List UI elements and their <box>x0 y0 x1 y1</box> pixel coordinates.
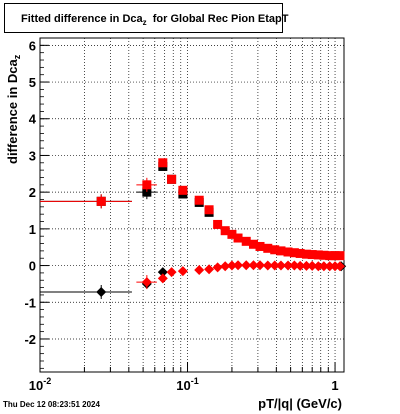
diamond-marker <box>318 261 329 272</box>
timestamp-footer: Thu Dec 12 08:23:51 2024 <box>3 400 100 409</box>
square-marker <box>325 251 335 261</box>
square-marker <box>96 196 106 206</box>
x-tick-label: 1 <box>331 378 338 393</box>
chart-title-subscript: z <box>142 18 147 27</box>
diamond-marker <box>269 260 280 271</box>
square-marker <box>194 195 204 205</box>
y-tick-label: 3 <box>29 148 36 163</box>
y-tick-label: -2 <box>24 332 36 347</box>
x-tick-base: 1 <box>331 378 338 393</box>
square-marker <box>142 187 152 197</box>
diamond-marker <box>157 273 168 284</box>
square-marker <box>255 241 265 251</box>
diamond-marker <box>141 277 152 288</box>
diamond-marker <box>248 260 259 271</box>
y-tick-label: 0 <box>29 259 36 274</box>
y-axis-label-main: difference in Dca <box>5 59 20 164</box>
diamond-marker <box>166 267 177 278</box>
square-marker <box>220 226 230 236</box>
diamond-marker <box>212 262 223 273</box>
diamond-marker <box>157 267 168 278</box>
square-marker <box>233 233 243 243</box>
square-marker <box>330 251 340 261</box>
diamond-marker <box>301 260 312 271</box>
square-marker <box>227 229 237 239</box>
y-axis-label-subscript: z <box>12 54 22 60</box>
diamond-marker <box>289 260 300 271</box>
diamond-marker <box>324 261 335 272</box>
y-axis-ticks: -2 -1 0 1 2 3 4 5 6 <box>24 38 49 369</box>
square-marker <box>178 185 188 195</box>
x-tick-exponent: -1 <box>191 376 199 386</box>
x-axis-label: pT/|q| (GeV/c) <box>258 396 342 411</box>
square-marker <box>241 236 251 246</box>
y-tick-label: 2 <box>29 185 36 200</box>
title-box: Fitted difference in Dcaz for Global Rec… <box>4 3 288 33</box>
diamond-marker <box>334 261 345 272</box>
diamond-marker <box>177 266 188 277</box>
diamond-marker <box>194 264 205 275</box>
y-tick-label: 1 <box>29 222 36 237</box>
square-marker <box>295 248 305 258</box>
diamond-marker <box>307 260 318 271</box>
diamond-marker <box>295 260 306 271</box>
square-marker <box>248 239 258 249</box>
diamond-marker <box>220 261 231 272</box>
plot-frame <box>39 37 345 373</box>
diamond-marker <box>204 264 215 275</box>
x-tick-base: 10 <box>29 378 43 393</box>
x-tick-exponent: -2 <box>43 376 51 386</box>
diamond-marker <box>275 260 286 271</box>
square-marker <box>158 158 168 168</box>
x-tick-base: 10 <box>176 378 190 393</box>
square-marker <box>319 250 329 260</box>
square-marker <box>213 219 223 229</box>
diamond-marker <box>313 261 324 272</box>
chart-title: Fitted difference in Dcaz for Global Rec… <box>21 13 288 27</box>
square-marker <box>335 251 345 261</box>
x-tick-label: 10-1 <box>176 376 198 393</box>
data-markers <box>40 158 347 299</box>
square-marker <box>204 205 214 215</box>
square-marker <box>270 245 280 255</box>
square-marker <box>263 243 273 253</box>
square-marker <box>301 249 311 259</box>
square-marker <box>142 180 152 190</box>
square-marker <box>313 250 323 260</box>
y-tick-label: 4 <box>29 112 37 127</box>
diamond-marker <box>255 260 266 271</box>
chart-title-rest: for Global Rec Pion EtapT <box>152 13 289 25</box>
diamond-marker <box>233 260 244 271</box>
square-marker <box>289 248 299 258</box>
square-marker <box>167 174 177 184</box>
square-marker <box>283 247 293 257</box>
diamond-marker <box>283 260 294 271</box>
x-tick-label: 10-2 <box>29 376 51 393</box>
y-tick-label: 6 <box>29 38 36 53</box>
chart-title-main: Fitted difference in Dca <box>21 13 143 25</box>
diamond-marker <box>96 286 107 297</box>
y-tick-label: 5 <box>29 75 36 90</box>
y-axis-label: difference in Dcaz <box>5 55 22 164</box>
diamond-marker <box>226 260 237 271</box>
diamond-marker <box>241 260 252 271</box>
square-marker <box>276 246 286 256</box>
y-tick-label: -1 <box>24 295 36 310</box>
x-axis-ticks: 10-2 10-1 1 <box>29 362 339 393</box>
square-marker <box>307 250 317 260</box>
diamond-marker <box>262 260 273 271</box>
